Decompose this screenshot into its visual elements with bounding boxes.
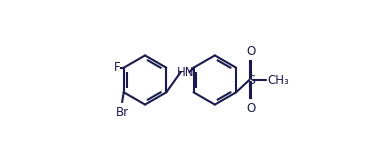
Text: O: O [247,102,256,115]
Text: Br: Br [115,106,129,119]
Text: S: S [247,73,255,87]
Text: F: F [113,61,120,74]
Text: HN: HN [177,66,194,79]
Text: O: O [247,45,256,58]
Text: CH₃: CH₃ [267,73,289,87]
